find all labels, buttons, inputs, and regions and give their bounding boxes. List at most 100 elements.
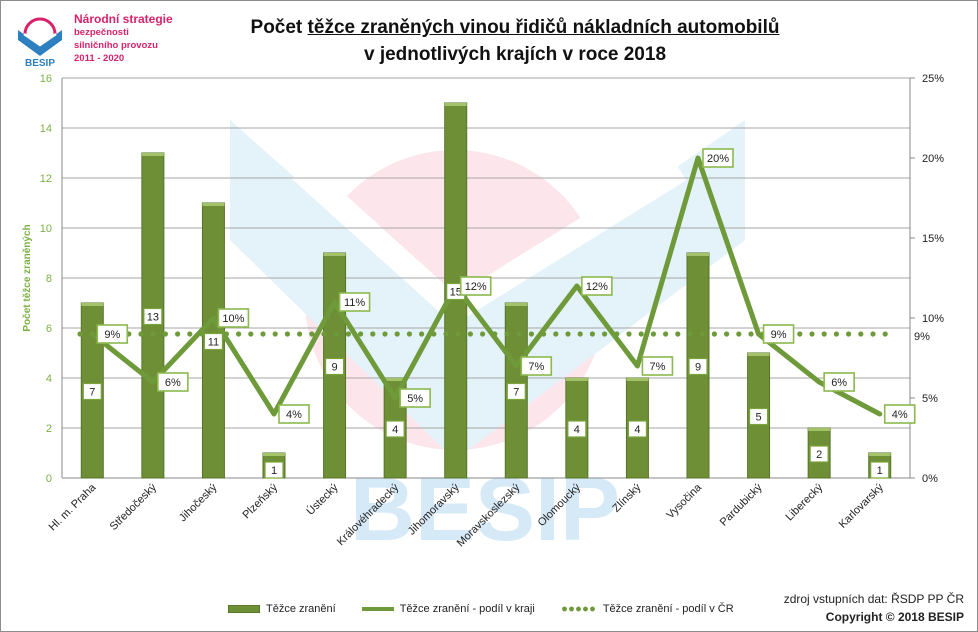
bar-top-highlight bbox=[626, 378, 649, 381]
avg-dot bbox=[138, 331, 144, 337]
bar-value-label: 1 bbox=[271, 465, 277, 477]
avg-dot bbox=[565, 331, 571, 337]
avg-dot bbox=[736, 331, 742, 337]
category-label: Liberecký bbox=[783, 481, 825, 523]
line-value-box bbox=[883, 404, 916, 424]
y2-tick-label: 25% bbox=[922, 73, 944, 85]
line-value-label: 5% bbox=[407, 393, 423, 405]
legend-line-swatch bbox=[361, 607, 394, 611]
bar-value-label: 4 bbox=[392, 424, 398, 436]
avg-dot bbox=[516, 331, 522, 337]
bar-top-highlight bbox=[384, 378, 407, 381]
avg-dot bbox=[846, 331, 852, 337]
line-value-box bbox=[823, 372, 855, 392]
y-tick-label: 12 bbox=[40, 173, 52, 185]
line-value-box bbox=[581, 276, 613, 296]
category-label: Středočeský bbox=[108, 481, 160, 533]
bar-value-box bbox=[385, 420, 405, 438]
y-axis-title: Počet těžce zraněných bbox=[22, 224, 33, 331]
avg-dot bbox=[797, 331, 803, 337]
share-line bbox=[89, 155, 883, 417]
avg-value-label: 9% bbox=[914, 331, 930, 343]
bar-value-label: 11 bbox=[208, 337, 219, 349]
legend-line-label: Těžce zranění - podíl v kraji bbox=[399, 603, 535, 615]
bar-value-label: 7 bbox=[89, 387, 95, 399]
category-label: Karlovarský bbox=[837, 481, 886, 530]
y-tick-label: 6 bbox=[46, 323, 52, 335]
avg-dot bbox=[260, 331, 266, 337]
y-tick-label: 4 bbox=[46, 373, 52, 385]
logo-line-3: silničního provozu bbox=[74, 40, 158, 51]
bar-value-box bbox=[143, 307, 163, 326]
bar-value-box bbox=[82, 382, 102, 401]
line-value-box bbox=[762, 324, 795, 344]
bar-value-box bbox=[506, 382, 526, 401]
avg-dot bbox=[748, 331, 754, 337]
avg-dot bbox=[321, 331, 327, 337]
bar-value-box bbox=[567, 420, 587, 438]
avg-dot bbox=[675, 331, 681, 337]
line-value-label: 10% bbox=[222, 313, 244, 325]
avg-dot bbox=[358, 331, 364, 337]
avg-dot bbox=[602, 331, 608, 337]
avg-dot bbox=[663, 331, 669, 337]
avg-dot bbox=[833, 331, 840, 337]
category-label: Pardubický bbox=[718, 481, 765, 528]
logo-brand-text: BESIP bbox=[25, 58, 55, 68]
avg-dot bbox=[382, 331, 388, 337]
line-value-label: 9% bbox=[104, 329, 120, 341]
bar-top-highlight bbox=[323, 253, 346, 256]
line-value-box bbox=[459, 276, 492, 296]
avg-dot bbox=[175, 331, 181, 337]
legend-dotted-swatch bbox=[560, 606, 597, 612]
line-value-box bbox=[278, 404, 310, 424]
bar-value-label: 4 bbox=[634, 424, 640, 436]
title-part-2: těžce zraněných vinou řidičů nákladních … bbox=[307, 17, 780, 38]
line-value-label: 6% bbox=[165, 377, 181, 389]
chart-title: Počet těžce zraněných vinou řidičů nákla… bbox=[180, 14, 850, 68]
bar-top-highlight bbox=[505, 303, 528, 306]
line-value-label: 4% bbox=[286, 409, 302, 421]
avg-dot bbox=[650, 331, 657, 337]
avg-dot bbox=[467, 331, 473, 337]
title-part-1: Počet bbox=[250, 17, 308, 38]
avg-dot bbox=[553, 331, 559, 337]
bar-value-label: 7 bbox=[513, 387, 519, 399]
avg-dot bbox=[236, 331, 242, 337]
avg-dot bbox=[77, 331, 83, 337]
bar-value-box bbox=[688, 357, 708, 376]
bar-top-highlight bbox=[81, 303, 104, 306]
line-value-label: 12% bbox=[465, 281, 487, 293]
y2-tick-label: 0% bbox=[922, 473, 938, 485]
bar-value-label: 4 bbox=[574, 424, 580, 436]
line-value-label: 20% bbox=[707, 153, 729, 165]
bar-value-label: 2 bbox=[816, 449, 822, 461]
bar-value-label: 13 bbox=[147, 312, 159, 324]
legend: Těžce zranění Těžce zranění - podíl v kr… bbox=[228, 603, 760, 615]
line-value-label: 7% bbox=[649, 361, 665, 373]
title-line-2: v jednotlivých krajích v roce 2018 bbox=[363, 44, 667, 65]
avg-dot bbox=[626, 331, 632, 337]
avg-dot bbox=[272, 331, 278, 337]
avg-dot bbox=[699, 331, 705, 337]
line-value-box bbox=[338, 292, 371, 312]
y-tick-label: 14 bbox=[40, 123, 52, 135]
avg-dot bbox=[345, 331, 351, 337]
y-tick-label: 8 bbox=[46, 273, 52, 285]
avg-dot bbox=[443, 331, 449, 337]
avg-dot bbox=[394, 331, 400, 337]
logo-line-2: bezpečnosti bbox=[74, 27, 129, 38]
legend-item-dotted: Těžce zranění - podíl v ČR bbox=[560, 603, 734, 615]
legend-bars-label: Těžce zranění bbox=[266, 603, 336, 615]
avg-dot bbox=[419, 331, 425, 337]
y2-tick-label: 5% bbox=[922, 393, 938, 405]
bar-value-box bbox=[809, 445, 829, 463]
line-value-label: 11% bbox=[344, 297, 365, 309]
avg-dot bbox=[455, 331, 461, 337]
line-value-box bbox=[399, 388, 431, 408]
legend-item-line: Těžce zranění - podíl v kraji bbox=[361, 603, 535, 615]
y-tick-label: 2 bbox=[46, 423, 52, 435]
line-value-label: 7% bbox=[528, 361, 544, 373]
